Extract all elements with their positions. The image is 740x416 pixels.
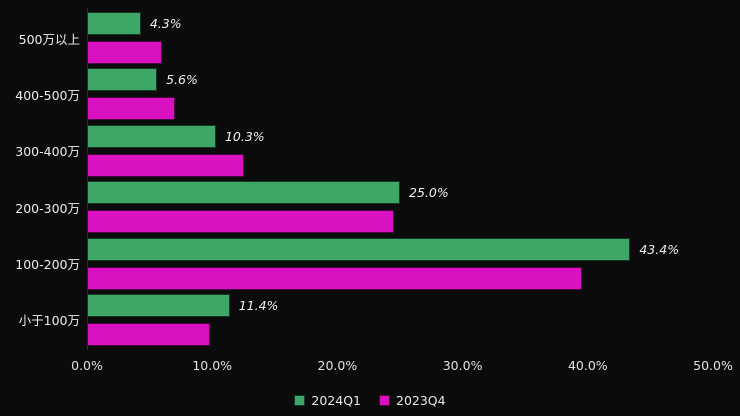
bar-2024Q1 xyxy=(87,68,158,92)
bar-group: 400-500万 5.6% xyxy=(15,68,713,121)
bar-2023Q4 xyxy=(87,97,175,121)
bar-line xyxy=(87,322,713,346)
bar-group: 100-200万 43.4% xyxy=(15,237,713,290)
bar-group: 500万以上 4.3% xyxy=(19,12,713,64)
x-tick-label: 40.0% xyxy=(567,358,608,373)
bar-line xyxy=(87,210,713,234)
x-tick-label: 20.0% xyxy=(317,358,358,373)
bar-2023Q4 xyxy=(87,210,394,234)
data-label: 11.4% xyxy=(238,297,279,313)
category-label: 300-400万 xyxy=(15,144,80,160)
legend-item-2024Q1: 2024Q1 xyxy=(294,393,361,408)
bar-group: 200-300万 25.0% xyxy=(15,181,713,234)
legend-label: 2023Q4 xyxy=(396,393,446,408)
data-label: 4.3% xyxy=(149,16,182,31)
bar-line: 11.4% xyxy=(87,293,713,317)
bar-group: 300-400万 10.3% xyxy=(15,124,713,177)
bar-line xyxy=(87,97,713,121)
legend-label: 2024Q1 xyxy=(311,393,361,408)
category-label: 小于100万 xyxy=(18,313,80,329)
bar-group: 小于100万 11.4% xyxy=(19,293,713,346)
x-tick-label: 50.0% xyxy=(693,358,733,373)
bar-line: 4.3% xyxy=(87,12,713,35)
plot-area: 500万以上 4.3% 400-500万 5.6% 300-400万 10.3% 200-3… xyxy=(15,8,713,350)
x-tick-label: 30.0% xyxy=(442,358,483,373)
data-label: 10.3% xyxy=(224,128,265,144)
data-label: 43.4% xyxy=(639,241,680,257)
bar-2023Q4 xyxy=(87,41,163,64)
bar-2024Q1 xyxy=(87,124,216,148)
category-label: 200-300万 xyxy=(15,200,80,216)
data-label: 25.0% xyxy=(409,185,449,201)
x-axis: 0.0% 10.0% 20.0% 30.0% 40.0% 50.0% xyxy=(71,354,733,380)
bar-line: 43.4% xyxy=(87,237,713,261)
bar-line: 5.6% xyxy=(87,68,713,92)
category-label: 400-500万 xyxy=(15,87,80,103)
bar-2023Q4 xyxy=(87,266,582,290)
category-label: 500万以上 xyxy=(18,31,80,47)
bar-2024Q1 xyxy=(87,293,230,317)
bar-line: 10.3% xyxy=(87,124,713,148)
bar-2023Q4 xyxy=(87,153,244,177)
legend-swatch-icon xyxy=(379,395,390,406)
bar-2024Q1 xyxy=(87,181,400,205)
bar-line xyxy=(87,41,713,64)
data-label: 5.6% xyxy=(166,72,198,88)
legend: 2024Q1 2023Q4 xyxy=(0,393,740,408)
bar-2024Q1 xyxy=(87,237,631,261)
bar-2024Q1 xyxy=(87,12,141,35)
x-tick-label: 0.0% xyxy=(71,358,103,373)
bar-line xyxy=(87,266,713,290)
bar-2023Q4 xyxy=(87,322,210,346)
legend-item-2023Q4: 2023Q4 xyxy=(379,393,446,408)
bar-line xyxy=(87,153,713,177)
bar-line: 25.0% xyxy=(87,181,713,205)
x-tick-label: 10.0% xyxy=(192,358,233,373)
category-label: 100-200万 xyxy=(15,257,80,273)
legend-swatch-icon xyxy=(294,395,306,406)
y-axis-line xyxy=(87,8,88,350)
